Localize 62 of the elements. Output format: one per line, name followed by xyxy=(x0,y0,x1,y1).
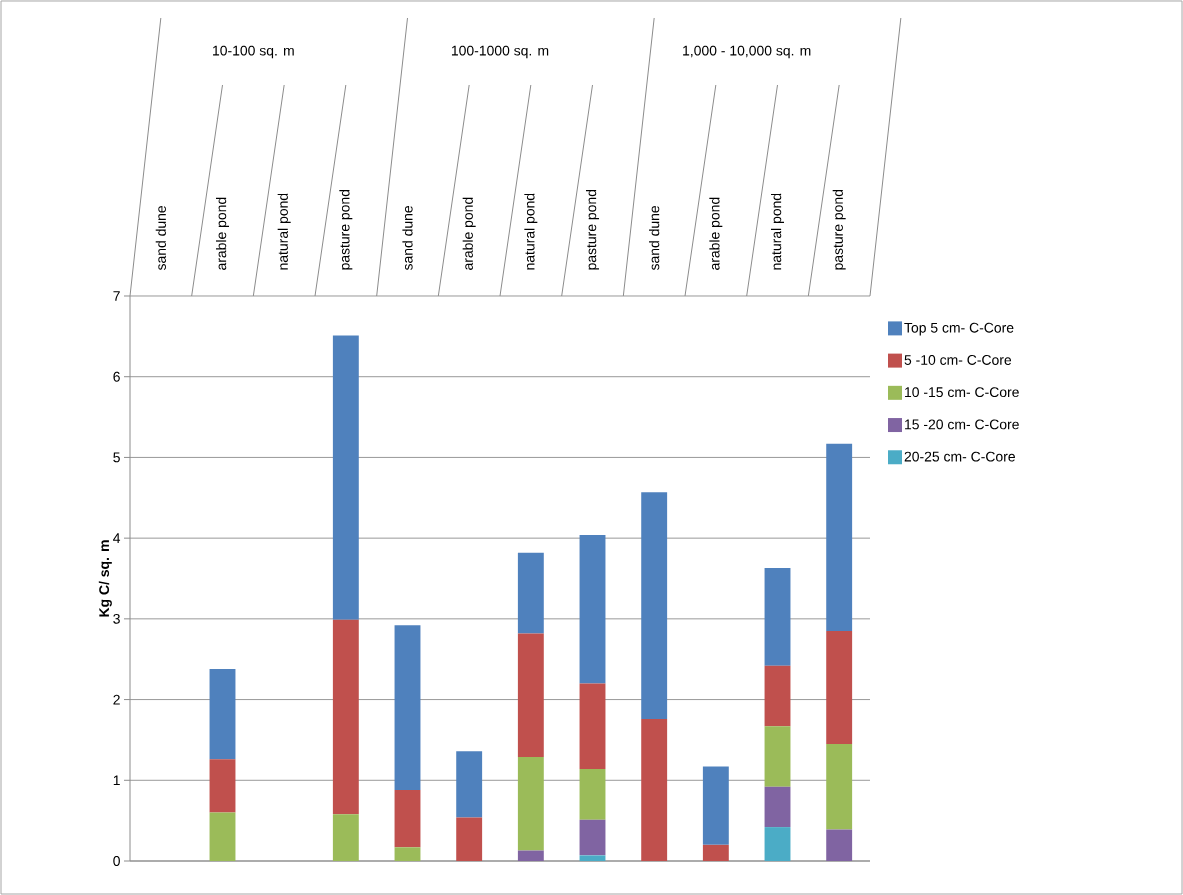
text: 100-1000 sq. m xyxy=(451,45,549,59)
bar xyxy=(764,827,791,861)
bar xyxy=(826,829,853,861)
bar xyxy=(394,789,421,848)
y-tick-label: 0 xyxy=(113,856,120,866)
bar xyxy=(209,759,236,813)
bar xyxy=(332,814,359,861)
x-tick-label: natural pond xyxy=(277,193,291,270)
legend-label: 5 -10 cm- C-Core xyxy=(904,354,1012,365)
bar xyxy=(764,665,791,727)
bar xyxy=(517,756,544,851)
bar xyxy=(579,534,606,684)
bar xyxy=(826,443,853,631)
y-axis-title: Kg C/ sq. m xyxy=(98,540,112,617)
x-tick-label: sand dune xyxy=(155,205,166,271)
legend-label: 15 -20 cm- C-Core xyxy=(905,419,1019,430)
bar xyxy=(394,625,421,790)
bar xyxy=(332,335,359,620)
x-tick-label: pasture pond xyxy=(586,189,599,270)
bar xyxy=(579,683,606,769)
bar xyxy=(826,743,853,830)
bar xyxy=(764,726,791,787)
bar xyxy=(517,633,544,757)
bar xyxy=(456,751,483,818)
bar xyxy=(702,844,729,861)
x-tick-label: pasture pond xyxy=(832,189,846,270)
bar xyxy=(332,619,359,815)
text: 10-100 sq. m xyxy=(213,45,294,59)
bar xyxy=(456,817,483,861)
text: 1,000 - 10,000 sq. m xyxy=(683,45,811,59)
bar xyxy=(641,718,668,861)
x-tick-label: natural pond xyxy=(524,193,538,270)
bar xyxy=(579,768,606,820)
legend-label: 20-25 cm- C-Core xyxy=(904,451,1015,462)
legend-label: 10 -15 cm- C-Core xyxy=(905,387,1019,398)
y-tick-label: 4 xyxy=(113,533,121,543)
y-tick-label: 6 xyxy=(113,371,120,382)
bar xyxy=(394,847,421,861)
bar xyxy=(209,812,236,861)
bar xyxy=(826,630,853,744)
y-tick-label: 1 xyxy=(113,775,120,786)
y-tick-label: 3 xyxy=(113,613,120,624)
x-tick-label: arable pond xyxy=(709,197,723,270)
legend-label: Top 5 cm- C-Core xyxy=(904,322,1014,336)
y-tick-label: 2 xyxy=(113,694,120,705)
y-tick-label: 7 xyxy=(113,291,120,301)
x-tick-label: arable pond xyxy=(462,197,476,270)
y-tick-label: 5 xyxy=(113,452,120,463)
bar xyxy=(764,786,791,828)
bar xyxy=(579,855,606,861)
x-tick-label: sand dune xyxy=(649,205,660,271)
x-tick-label: pasture pond xyxy=(339,189,353,270)
bar xyxy=(764,568,791,666)
x-tick-label: arable pond xyxy=(216,197,229,270)
x-tick-label: natural pond xyxy=(771,193,785,270)
bar xyxy=(579,819,606,856)
bar xyxy=(517,552,544,634)
bar xyxy=(517,850,544,861)
x-tick-label: sand dune xyxy=(402,205,413,271)
bar xyxy=(209,668,236,760)
bar xyxy=(641,492,668,719)
bar xyxy=(702,766,729,845)
